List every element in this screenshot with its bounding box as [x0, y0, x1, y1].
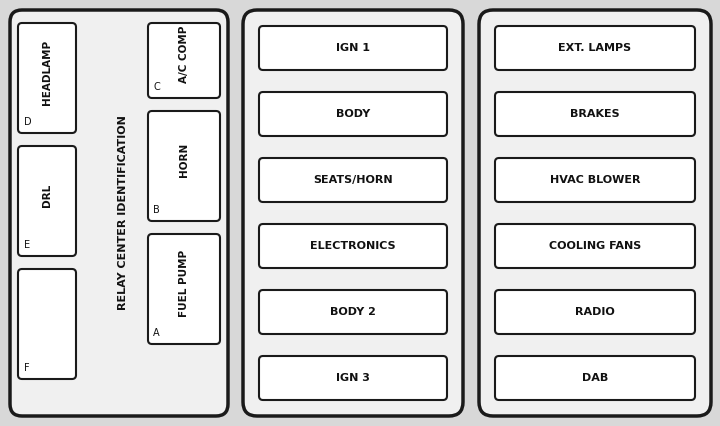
Text: IGN 3: IGN 3	[336, 373, 370, 383]
FancyBboxPatch shape	[148, 234, 220, 344]
FancyBboxPatch shape	[259, 356, 447, 400]
FancyBboxPatch shape	[259, 26, 447, 70]
Text: DRL: DRL	[42, 183, 52, 207]
FancyBboxPatch shape	[495, 356, 695, 400]
Text: BODY 2: BODY 2	[330, 307, 376, 317]
FancyBboxPatch shape	[148, 111, 220, 221]
FancyBboxPatch shape	[259, 158, 447, 202]
FancyBboxPatch shape	[18, 269, 76, 379]
FancyBboxPatch shape	[18, 146, 76, 256]
FancyBboxPatch shape	[495, 224, 695, 268]
Text: IGN 1: IGN 1	[336, 43, 370, 53]
FancyBboxPatch shape	[10, 10, 228, 416]
FancyBboxPatch shape	[495, 158, 695, 202]
Text: RADIO: RADIO	[575, 307, 615, 317]
Text: EXT. LAMPS: EXT. LAMPS	[559, 43, 631, 53]
FancyBboxPatch shape	[479, 10, 711, 416]
Text: COOLING FANS: COOLING FANS	[549, 241, 641, 251]
FancyBboxPatch shape	[259, 224, 447, 268]
FancyBboxPatch shape	[495, 290, 695, 334]
FancyBboxPatch shape	[18, 23, 76, 133]
FancyBboxPatch shape	[495, 26, 695, 70]
Text: BODY: BODY	[336, 109, 370, 119]
Text: HEADLAMP: HEADLAMP	[42, 40, 52, 104]
FancyBboxPatch shape	[495, 92, 695, 136]
Text: A: A	[153, 328, 160, 338]
FancyBboxPatch shape	[259, 290, 447, 334]
Text: BRAKES: BRAKES	[570, 109, 620, 119]
FancyBboxPatch shape	[148, 23, 220, 98]
Text: E: E	[24, 240, 30, 250]
Text: B: B	[153, 205, 160, 215]
Text: C: C	[153, 82, 160, 92]
Text: D: D	[24, 117, 32, 127]
Text: A/C COMP: A/C COMP	[179, 26, 189, 83]
Text: HORN: HORN	[179, 143, 189, 177]
FancyBboxPatch shape	[243, 10, 463, 416]
Text: ELECTRONICS: ELECTRONICS	[310, 241, 396, 251]
Text: DAB: DAB	[582, 373, 608, 383]
Text: SEATS/HORN: SEATS/HORN	[313, 175, 393, 185]
Text: RELAY CENTER IDENTIFICATION: RELAY CENTER IDENTIFICATION	[118, 115, 128, 311]
Text: F: F	[24, 363, 30, 373]
Text: FUEL PUMP: FUEL PUMP	[179, 250, 189, 317]
Text: HVAC BLOWER: HVAC BLOWER	[550, 175, 640, 185]
FancyBboxPatch shape	[259, 92, 447, 136]
